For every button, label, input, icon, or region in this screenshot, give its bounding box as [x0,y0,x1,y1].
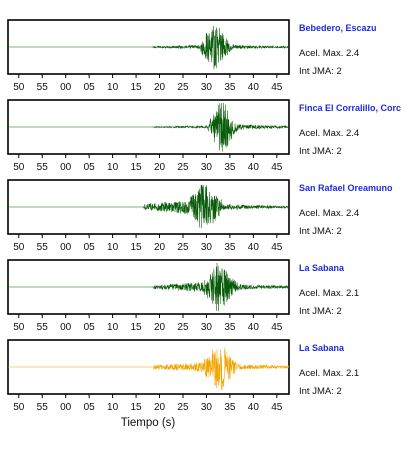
x-tick-label: 55 [37,242,49,253]
x-tick-label: 00 [60,82,72,93]
waveform-panel: 50 55 00 05 10 15 20 25 30 35 40 45 [7,339,290,413]
x-tick-label: 35 [224,162,236,173]
x-tick-label: 40 [248,162,260,173]
x-tick-label: 55 [37,322,49,333]
waveform-trace [152,347,290,391]
x-tick-label: 40 [248,242,260,253]
station-max-acceleration: Acel. Max. 2.4 [299,208,360,219]
x-tick-label: 05 [84,322,96,333]
station-jma-intensity: Int JMA: 2 [299,306,342,317]
x-tick-label: 15 [131,242,143,253]
station-name: Bebedero, Escazu [299,23,377,33]
x-tick-label: 40 [248,82,260,93]
station-max-acceleration: Acel. Max. 2.4 [299,48,360,59]
x-tick-label: 50 [13,242,25,253]
x-tick-label: 20 [154,162,166,173]
x-tick-label: 35 [224,242,236,253]
x-tick-label: 45 [271,82,283,93]
x-axis-label: Tiempo (s) [121,417,176,429]
x-tick-label: 25 [177,242,189,253]
x-tick-label: 05 [84,402,96,413]
x-tick-label: 30 [201,162,213,173]
x-tick-label: 15 [131,322,143,333]
x-tick-label: 20 [154,322,166,333]
x-tick-label: 55 [37,402,49,413]
x-tick-label: 25 [177,402,189,413]
x-tick-label: 40 [248,322,260,333]
waveform-trace [152,102,290,152]
x-tick-label: 15 [131,162,143,173]
x-tick-label: 25 [177,82,189,93]
x-tick-label: 10 [107,242,119,253]
station-info: Finca El Corralillo, Corc Acel. Max. 2.4 I… [299,103,410,163]
x-tick-label: 45 [271,402,283,413]
x-tick-label: 20 [154,242,166,253]
x-tick-label: 10 [107,162,119,173]
x-tick-label: 50 [13,82,25,93]
waveform-panel: 50 55 00 05 10 15 20 25 30 35 40 45 [7,99,290,173]
x-tick-label: 05 [84,82,96,93]
station-info: La Sabana Acel. Max. 2.1 Int JMA: 2 [299,343,410,403]
x-tick-label: 35 [224,322,236,333]
waveform-panel: 50 55 00 05 10 15 20 25 30 35 40 45 [7,19,290,93]
x-tick-label: 10 [107,82,119,93]
station-max-acceleration: Acel. Max. 2.4 [299,128,360,139]
x-tick-label: 30 [201,82,213,93]
x-tick-label: 30 [201,242,213,253]
x-tick-label: 40 [248,402,260,413]
station-jma-intensity: Int JMA: 2 [299,386,342,397]
station-name: Finca El Corralillo, Corc [299,103,402,113]
station-jma-intensity: Int JMA: 2 [299,66,342,77]
x-tick-label: 00 [60,322,72,333]
station-jma-intensity: Int JMA: 2 [299,226,342,237]
x-tick-label: 30 [201,322,213,333]
station-info: La Sabana Acel. Max. 2.1 Int JMA: 2 [299,263,410,323]
x-tick-label: 15 [131,402,143,413]
x-tick-label: 45 [271,322,283,333]
x-tick-label: 15 [131,82,143,93]
x-tick-label: 20 [154,402,166,413]
waveform-trace [152,262,290,312]
x-tick-label: 45 [271,242,283,253]
x-tick-label: 05 [84,162,96,173]
x-tick-label: 25 [177,322,189,333]
x-tick-label: 30 [201,402,213,413]
x-tick-label: 00 [60,242,72,253]
station-jma-intensity: Int JMA: 2 [299,146,342,157]
x-tick-label: 50 [13,402,25,413]
x-tick-label: 25 [177,162,189,173]
station-name: La Sabana [299,263,345,273]
x-tick-label: 35 [224,402,236,413]
x-tick-label: 10 [107,402,119,413]
station-name: La Sabana [299,343,345,353]
x-tick-label: 00 [60,402,72,413]
station-name: San Rafael Oreamuno [299,183,393,193]
x-tick-label: 10 [107,322,119,333]
x-tick-label: 50 [13,322,25,333]
x-tick-label: 20 [154,82,166,93]
station-max-acceleration: Acel. Max. 2.1 [299,368,360,379]
x-tick-label: 50 [13,162,25,173]
x-tick-label: 35 [224,82,236,93]
waveform-trace [142,184,290,229]
waveform-panel: 50 55 00 05 10 15 20 25 30 35 40 45 [7,259,290,333]
x-tick-label: 55 [37,82,49,93]
station-max-acceleration: Acel. Max. 2.1 [299,288,360,299]
station-info: San Rafael Oreamuno Acel. Max. 2.4 Int JMA… [299,183,410,243]
x-tick-label: 55 [37,162,49,173]
x-tick-label: 05 [84,242,96,253]
waveform-panel: 50 55 00 05 10 15 20 25 30 35 40 45 [7,179,290,253]
waveform-trace [151,25,290,70]
x-tick-label: 45 [271,162,283,173]
station-info: Bebedero, Escazu Acel. Max. 2.4 Int JMA: 2 [299,23,410,83]
x-tick-label: 00 [60,162,72,173]
